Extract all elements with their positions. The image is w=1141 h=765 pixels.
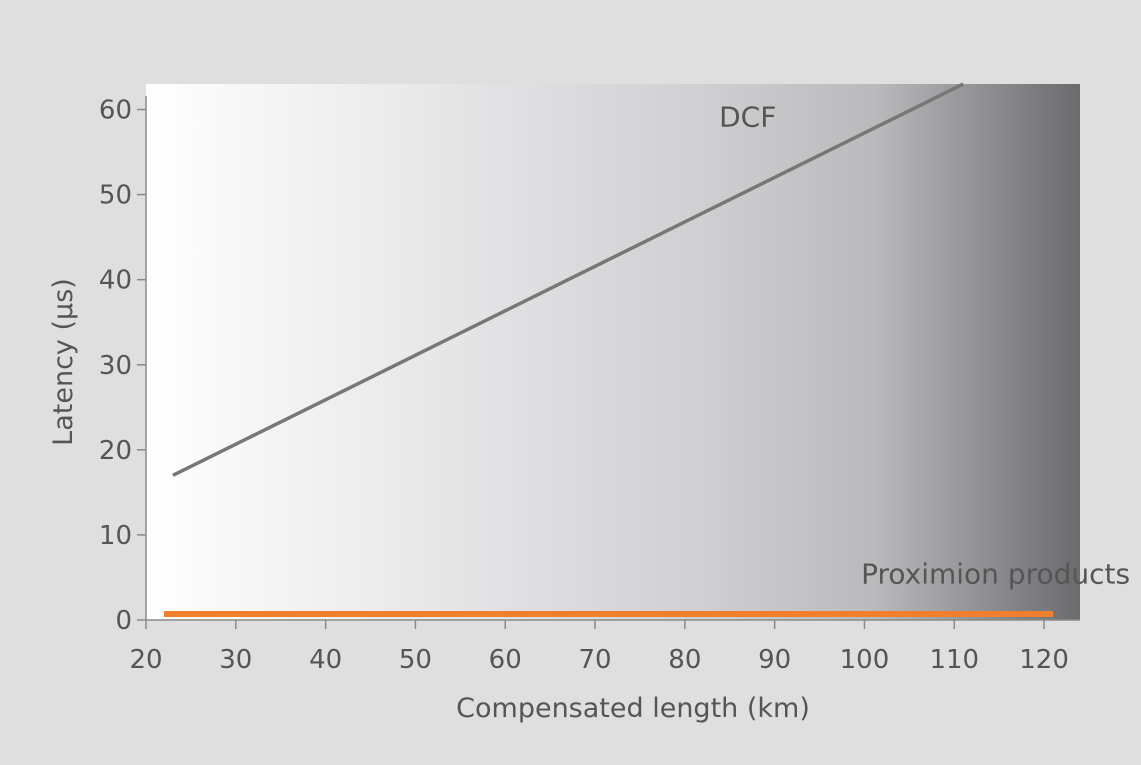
x-tick-label: 110 xyxy=(929,645,979,675)
series-label-proximion: Proximion products xyxy=(861,557,1130,590)
x-tick-label: 20 xyxy=(129,645,162,675)
labels: Compensated length (km) Latency (µs) DCF Pr… xyxy=(48,101,1130,724)
series-line-0 xyxy=(172,82,965,477)
x-axis-title: Compensated length (km) xyxy=(456,693,810,724)
y-tick-label: 50 xyxy=(99,181,132,211)
x-tick-label: 50 xyxy=(399,645,432,675)
x-tick-label: 80 xyxy=(668,645,701,675)
x-tick-label: 100 xyxy=(840,645,890,675)
y-tick-label: 0 xyxy=(115,606,132,636)
x-tick-label: 90 xyxy=(758,645,791,675)
y-tick-label: 10 xyxy=(99,521,132,551)
y-tick-label: 20 xyxy=(99,436,132,466)
x-tick-label: 70 xyxy=(578,645,611,675)
x-tick-label: 60 xyxy=(489,645,522,675)
axes: 0 10 20 30 40 50 60 20 30 40 50 60 70 80 90 100 110 120 xyxy=(99,96,1080,675)
y-axis-title: Latency (µs) xyxy=(48,278,79,446)
y-tick-label: 30 xyxy=(99,351,132,381)
x-tick-label: 30 xyxy=(219,645,252,675)
x-tick-label: 120 xyxy=(1019,645,1069,675)
series-label-dcf: DCF xyxy=(719,101,776,134)
plot-area xyxy=(146,84,1080,620)
y-tick-label: 40 xyxy=(99,266,132,296)
series-lines xyxy=(163,82,1054,618)
y-tick-label: 60 xyxy=(99,96,132,126)
x-tick-label: 40 xyxy=(309,645,342,675)
